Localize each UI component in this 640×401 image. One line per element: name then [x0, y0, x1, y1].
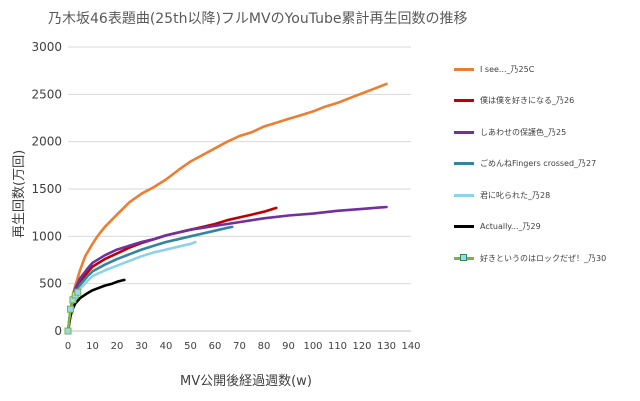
legend-item: 君に叱られた_乃28: [454, 187, 550, 203]
legend-label: 好きというのはロックだぜ！_乃30: [480, 253, 607, 263]
y-tick-label: 500: [39, 277, 62, 291]
legend-swatch: [454, 225, 474, 228]
legend-item: Actually..._乃29: [454, 219, 541, 235]
x-tick-label: 50: [184, 341, 197, 352]
x-tick-label: 100: [303, 341, 322, 352]
legend-item: 好きというのはロックだぜ！_乃30: [454, 250, 606, 266]
y-tick-label: 0: [54, 324, 62, 338]
legend-label: しあわせの保護色_乃25: [480, 127, 567, 137]
x-tick-label: 60: [209, 341, 222, 352]
legend-item: I see..._乃25C: [454, 61, 534, 77]
series-marker: [74, 288, 82, 296]
legend-swatch: [454, 162, 474, 165]
series-marker: [66, 305, 74, 313]
x-tick-label: 30: [135, 341, 148, 352]
legend-item: しあわせの保護色_乃25: [454, 124, 566, 140]
x-tick-label: 10: [86, 341, 99, 352]
y-tick-label: 3000: [31, 40, 62, 54]
series-marker: [64, 327, 72, 335]
legend-label: ごめんねFingers crossed_乃27: [480, 159, 597, 168]
y-axis-label: 再生回数(万回): [12, 149, 27, 238]
legend-marker: [460, 253, 467, 261]
legend-label: 僕は僕を好きになる_乃26: [480, 96, 575, 105]
series-line-1: [66, 82, 388, 333]
y-tick-label: 1000: [31, 229, 62, 243]
x-tick-label: 110: [328, 341, 347, 352]
legend-swatch: [454, 253, 474, 261]
y-tick-label: 2500: [31, 87, 62, 101]
legend-label: 君に叱られた_乃28: [480, 190, 551, 200]
x-tick-label: 80: [258, 341, 271, 352]
legend-label: Actually..._乃29: [480, 222, 541, 231]
legend-swatch: [454, 67, 474, 71]
x-axis-label: MV公開後経過週数(w): [180, 374, 312, 389]
legend-swatch: [454, 99, 474, 102]
x-tick-label: 70: [233, 341, 246, 352]
x-tick-label: 40: [160, 341, 173, 352]
x-tick-label: 0: [65, 341, 71, 352]
legend-swatch: [454, 193, 474, 197]
series-line-3: [66, 205, 388, 333]
x-tick-label: 20: [111, 341, 124, 352]
series-line-2: [66, 206, 278, 333]
x-tick-label: 120: [352, 341, 371, 352]
legend-swatch: [454, 130, 474, 134]
x-tick-label: 90: [282, 341, 295, 352]
y-tick-label: 2000: [31, 135, 62, 149]
x-tick-label: 140: [401, 341, 420, 352]
x-tick-label: 130: [377, 341, 396, 352]
chart-title: 乃木坂46表題曲(25th以降)フルMVのYouTube累計再生回数の推移: [48, 11, 468, 27]
y-tick-label: 1500: [31, 182, 62, 196]
legend-item: 僕は僕を好きになる_乃26: [454, 93, 574, 109]
legend-label: I see..._乃25C: [480, 64, 535, 74]
legend-item: ごめんねFingers crossed_乃27: [454, 156, 596, 172]
